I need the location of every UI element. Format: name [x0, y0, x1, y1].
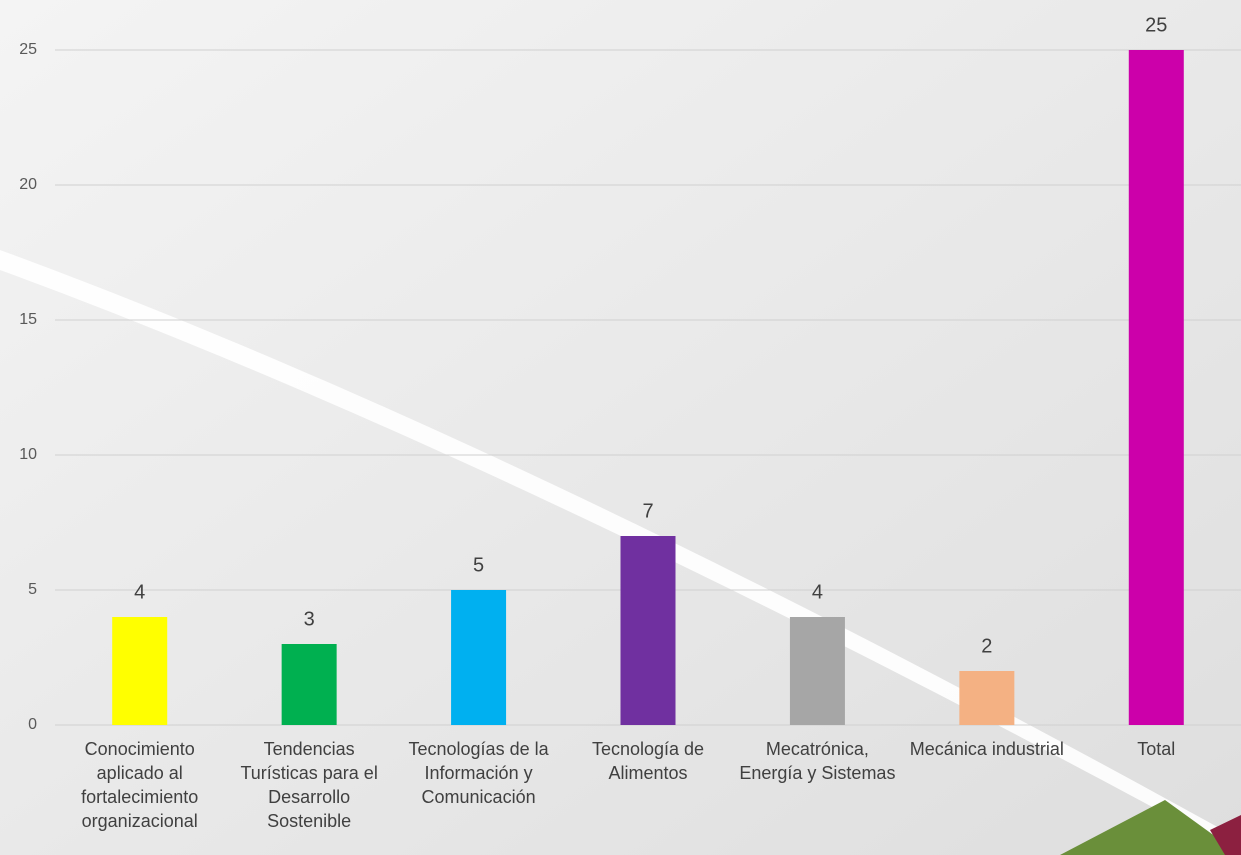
- decor-green: [1060, 800, 1241, 855]
- x-tick-label: Mecatrónica, Energía y Sistemas: [739, 739, 896, 783]
- x-tick-label: Tendencias Turísticas para el Desarrollo…: [240, 739, 378, 831]
- bar: [112, 617, 168, 725]
- swoosh: [0, 250, 1241, 855]
- bar: [451, 590, 507, 725]
- y-tick-label: 0: [28, 716, 37, 733]
- value-label: 4: [812, 581, 823, 603]
- value-label: 3: [304, 608, 315, 630]
- x-tick-label: Tecnologías de la Información y Comunica…: [408, 739, 549, 807]
- y-tick-label: 15: [19, 311, 37, 328]
- y-tick-label: 25: [19, 41, 37, 58]
- value-label: 4: [134, 581, 145, 603]
- bar: [959, 671, 1015, 725]
- decor-red: [1210, 815, 1241, 855]
- y-tick-label: 20: [19, 176, 37, 193]
- value-label: 7: [642, 500, 653, 522]
- x-tick-label: Tecnología de Alimentos: [591, 739, 705, 783]
- bar: [1128, 50, 1184, 725]
- value-label: 2: [981, 635, 992, 657]
- bar: [281, 644, 337, 725]
- bar: [620, 536, 676, 725]
- bar: [789, 617, 845, 725]
- value-label: 25: [1145, 14, 1167, 36]
- y-tick-label: 5: [28, 581, 37, 598]
- value-label: 5: [473, 554, 484, 576]
- x-tick-label: Conocimiento aplicado al fortalecimiento…: [81, 739, 199, 831]
- x-tick-label: Mecánica industrial: [909, 739, 1064, 759]
- x-tick-label: Total: [1137, 739, 1176, 759]
- y-tick-label: 10: [19, 446, 37, 463]
